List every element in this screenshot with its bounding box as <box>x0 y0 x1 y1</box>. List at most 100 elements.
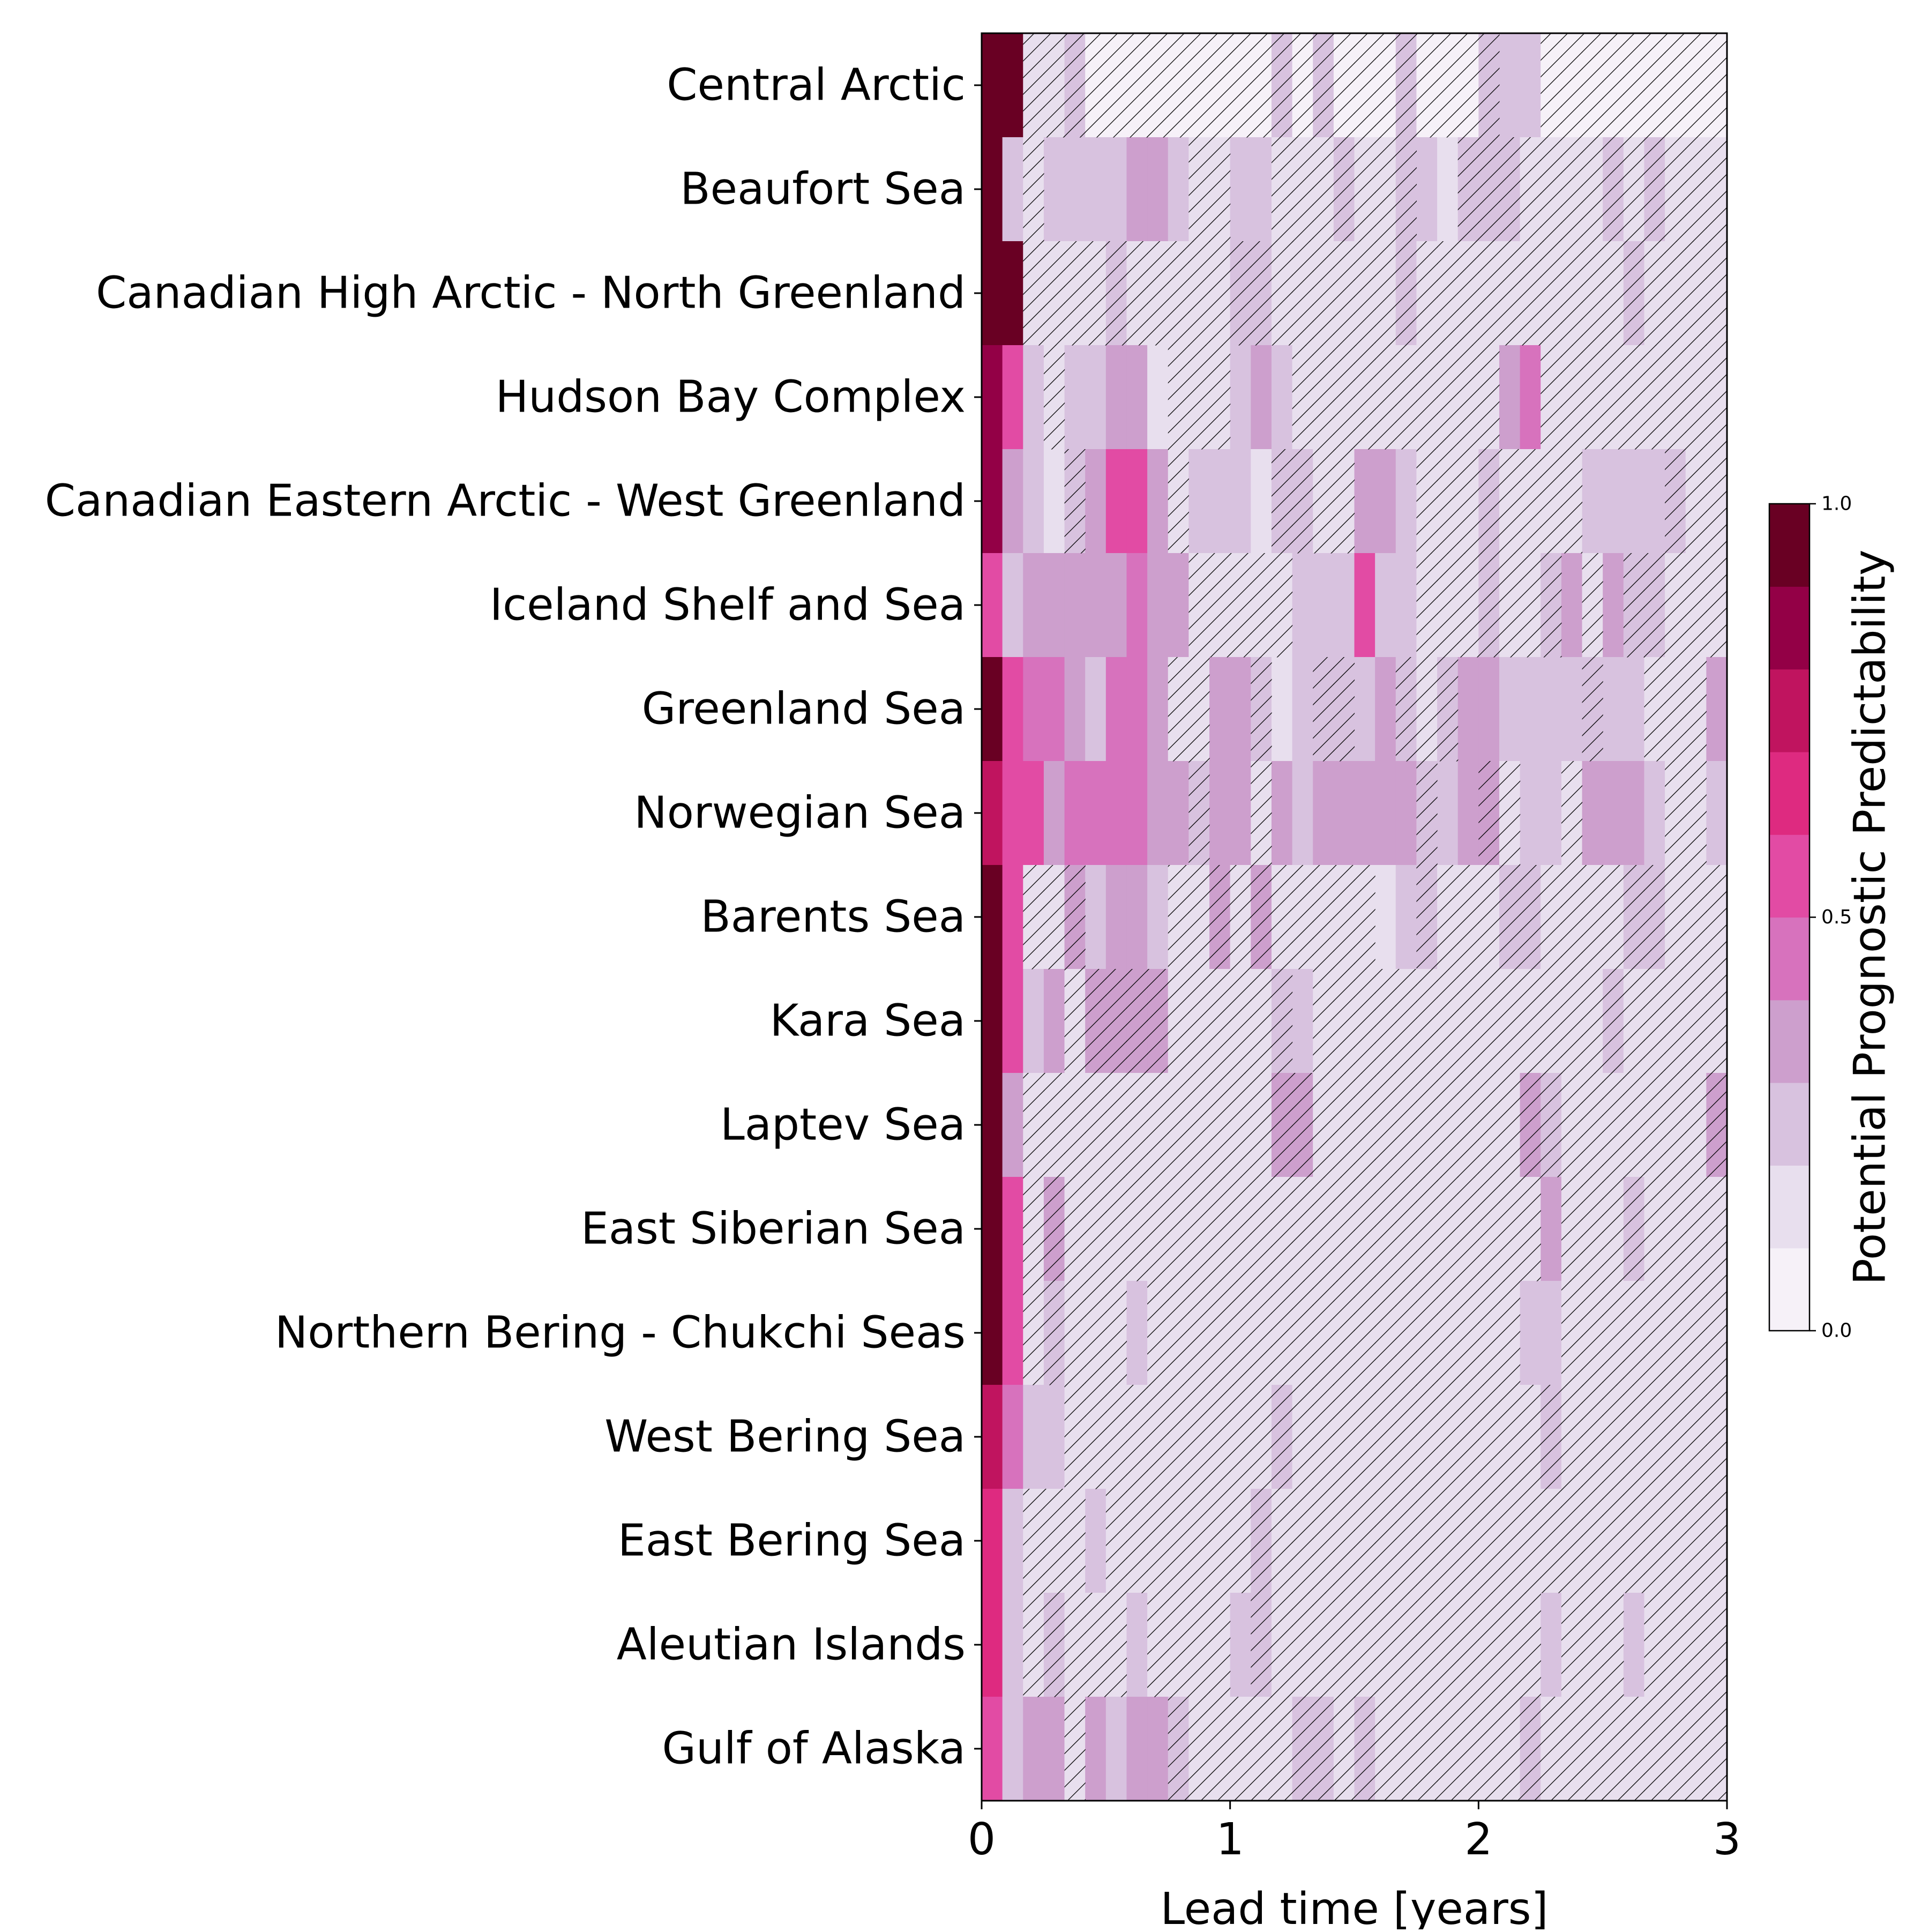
heatmap-cell <box>1292 657 1313 762</box>
hatch-cell <box>1313 1177 1334 1281</box>
hatch-cell <box>1561 241 1583 346</box>
heatmap-cell <box>1002 1593 1023 1697</box>
hatch-cell <box>1644 1073 1665 1177</box>
hatch-cell <box>1478 345 1500 450</box>
hatch-cell <box>1023 137 1044 242</box>
heatmap-cell <box>1002 137 1023 242</box>
heatmap-cell <box>1603 761 1624 866</box>
hatch-cell <box>1251 553 1272 658</box>
hatch-cell <box>1251 1697 1272 1801</box>
hatch-cell <box>1168 1281 1189 1385</box>
heatmap-cell <box>1582 761 1603 866</box>
heatmap-cell <box>982 345 1003 450</box>
hatch-cell <box>1375 33 1396 138</box>
hatch-cell <box>1582 657 1603 762</box>
hatch-cell <box>1644 553 1665 658</box>
hatch-cell <box>1478 865 1500 969</box>
hatch-cell <box>1706 241 1728 346</box>
hatch-cell <box>1023 1593 1044 1697</box>
hatch-cell <box>1685 657 1707 762</box>
hatch-cell <box>1085 1073 1106 1177</box>
hatch-cell <box>1561 1593 1583 1697</box>
hatch-cell <box>1168 865 1189 969</box>
hatch-cell <box>1623 1177 1645 1281</box>
heatmap-cell <box>1105 865 1127 969</box>
hatch-cell <box>1354 1697 1375 1801</box>
hatch-cell <box>1147 969 1169 1073</box>
hatch-cell <box>1085 969 1106 1073</box>
hatch-cell <box>1230 241 1251 346</box>
hatch-cell <box>1457 1281 1479 1385</box>
heatmap-cell <box>1375 865 1396 969</box>
hatch-cell <box>1520 1073 1541 1177</box>
heatmap-cell <box>1209 449 1231 554</box>
heatmap-cell <box>982 553 1003 658</box>
heatmap-cell <box>1126 865 1148 969</box>
heatmap-cell <box>1002 553 1023 658</box>
heatmap-cell <box>1313 761 1334 866</box>
hatch-cell <box>1147 241 1169 346</box>
hatch-cell <box>1416 553 1438 658</box>
hatch-cell <box>1292 1177 1313 1281</box>
heatmap-cell <box>1002 1385 1023 1489</box>
heatmap-cell <box>1230 345 1251 450</box>
hatch-cell <box>1644 137 1665 242</box>
heatmap-cell <box>1126 449 1148 554</box>
hatch-cell <box>1644 1281 1665 1385</box>
heatmap-cell <box>982 449 1003 554</box>
hatch-cell <box>1685 33 1707 138</box>
y-tick-label: Beaufort Sea <box>680 164 966 215</box>
hatch-cell <box>1437 1073 1459 1177</box>
heatmap-cell <box>1541 1281 1562 1385</box>
hatch-cell <box>1437 969 1459 1073</box>
heatmap-cell <box>1023 553 1044 658</box>
heatmap-cell <box>1499 657 1521 762</box>
hatch-cell <box>1561 137 1583 242</box>
hatch-cell <box>1665 449 1686 554</box>
hatch-cell <box>1251 969 1272 1073</box>
hatch-cell <box>1623 1489 1645 1593</box>
hatch-cell <box>1416 33 1438 138</box>
hatch-cell <box>1023 865 1044 969</box>
hatch-cell <box>1603 1281 1624 1385</box>
hatch-cell <box>1023 1489 1044 1593</box>
hatch-cell <box>1333 137 1355 242</box>
heatmap-cell <box>1603 449 1624 554</box>
hatch-cell <box>1188 1073 1210 1177</box>
hatch-cell <box>1478 969 1500 1073</box>
heatmap-cell <box>1105 761 1127 866</box>
hatch-cell <box>1188 657 1210 762</box>
heatmap-cell <box>1313 553 1334 658</box>
heatmap-cell <box>1395 761 1417 866</box>
hatch-cell <box>1333 345 1355 450</box>
hatch-cell <box>1665 553 1686 658</box>
hatch-cell <box>1126 969 1148 1073</box>
hatch-cell <box>1644 1489 1665 1593</box>
heatmap-cell <box>1147 657 1169 762</box>
heatmap-cell <box>982 1385 1003 1489</box>
hatch-cell <box>1561 345 1583 450</box>
hatch-cell <box>1064 449 1086 554</box>
heatmap-cell <box>1023 657 1044 762</box>
heatmap-cell <box>1292 761 1313 866</box>
hatch-cell <box>1520 241 1541 346</box>
hatch-cell <box>1499 1073 1521 1177</box>
hatch-cell <box>1209 969 1231 1073</box>
hatch-cell <box>1706 345 1728 450</box>
hatch-cell <box>1313 449 1334 554</box>
hatch-cell <box>1043 345 1065 450</box>
hatch-cell <box>1064 865 1086 969</box>
heatmap-cell <box>1105 1697 1127 1801</box>
hatch-cell <box>1603 1073 1624 1177</box>
hatch-cell <box>1644 1385 1665 1489</box>
hatch-cell <box>1354 33 1375 138</box>
heatmap-cell <box>982 761 1003 866</box>
hatch-cell <box>1085 1177 1106 1281</box>
heatmap-cell <box>1354 657 1375 762</box>
hatch-cell <box>1457 1489 1479 1593</box>
hatch-cell <box>1043 1489 1065 1593</box>
hatch-cell <box>1499 449 1521 554</box>
hatch-cell <box>1230 865 1251 969</box>
hatch-cell <box>1478 1073 1500 1177</box>
